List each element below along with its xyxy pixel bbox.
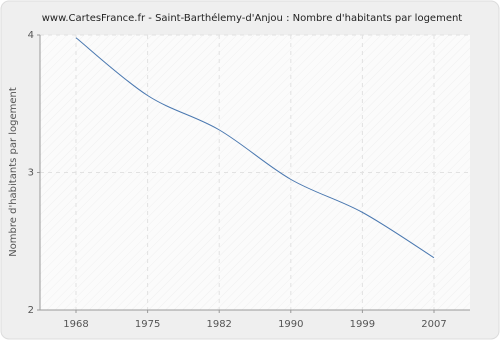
y-tick-label: 2: [28, 305, 34, 316]
x-tick-label: 1975: [135, 319, 160, 330]
x-tick-label: 1999: [350, 319, 375, 330]
x-tick-label: 1990: [278, 319, 303, 330]
y-tick-label: 4: [28, 30, 34, 41]
chart-title: www.CartesFrance.fr - Saint-Barthélemy-d…: [42, 12, 463, 24]
y-tick-label: 3: [28, 168, 34, 179]
x-tick-label: 1982: [206, 319, 231, 330]
data-line: [75, 37, 435, 259]
plot-area: [40, 35, 470, 310]
x-tick-label: 2007: [421, 319, 446, 330]
y-axis-label: Nombre d'habitants par logement: [8, 87, 19, 257]
x-tick-label: 1968: [63, 319, 88, 330]
